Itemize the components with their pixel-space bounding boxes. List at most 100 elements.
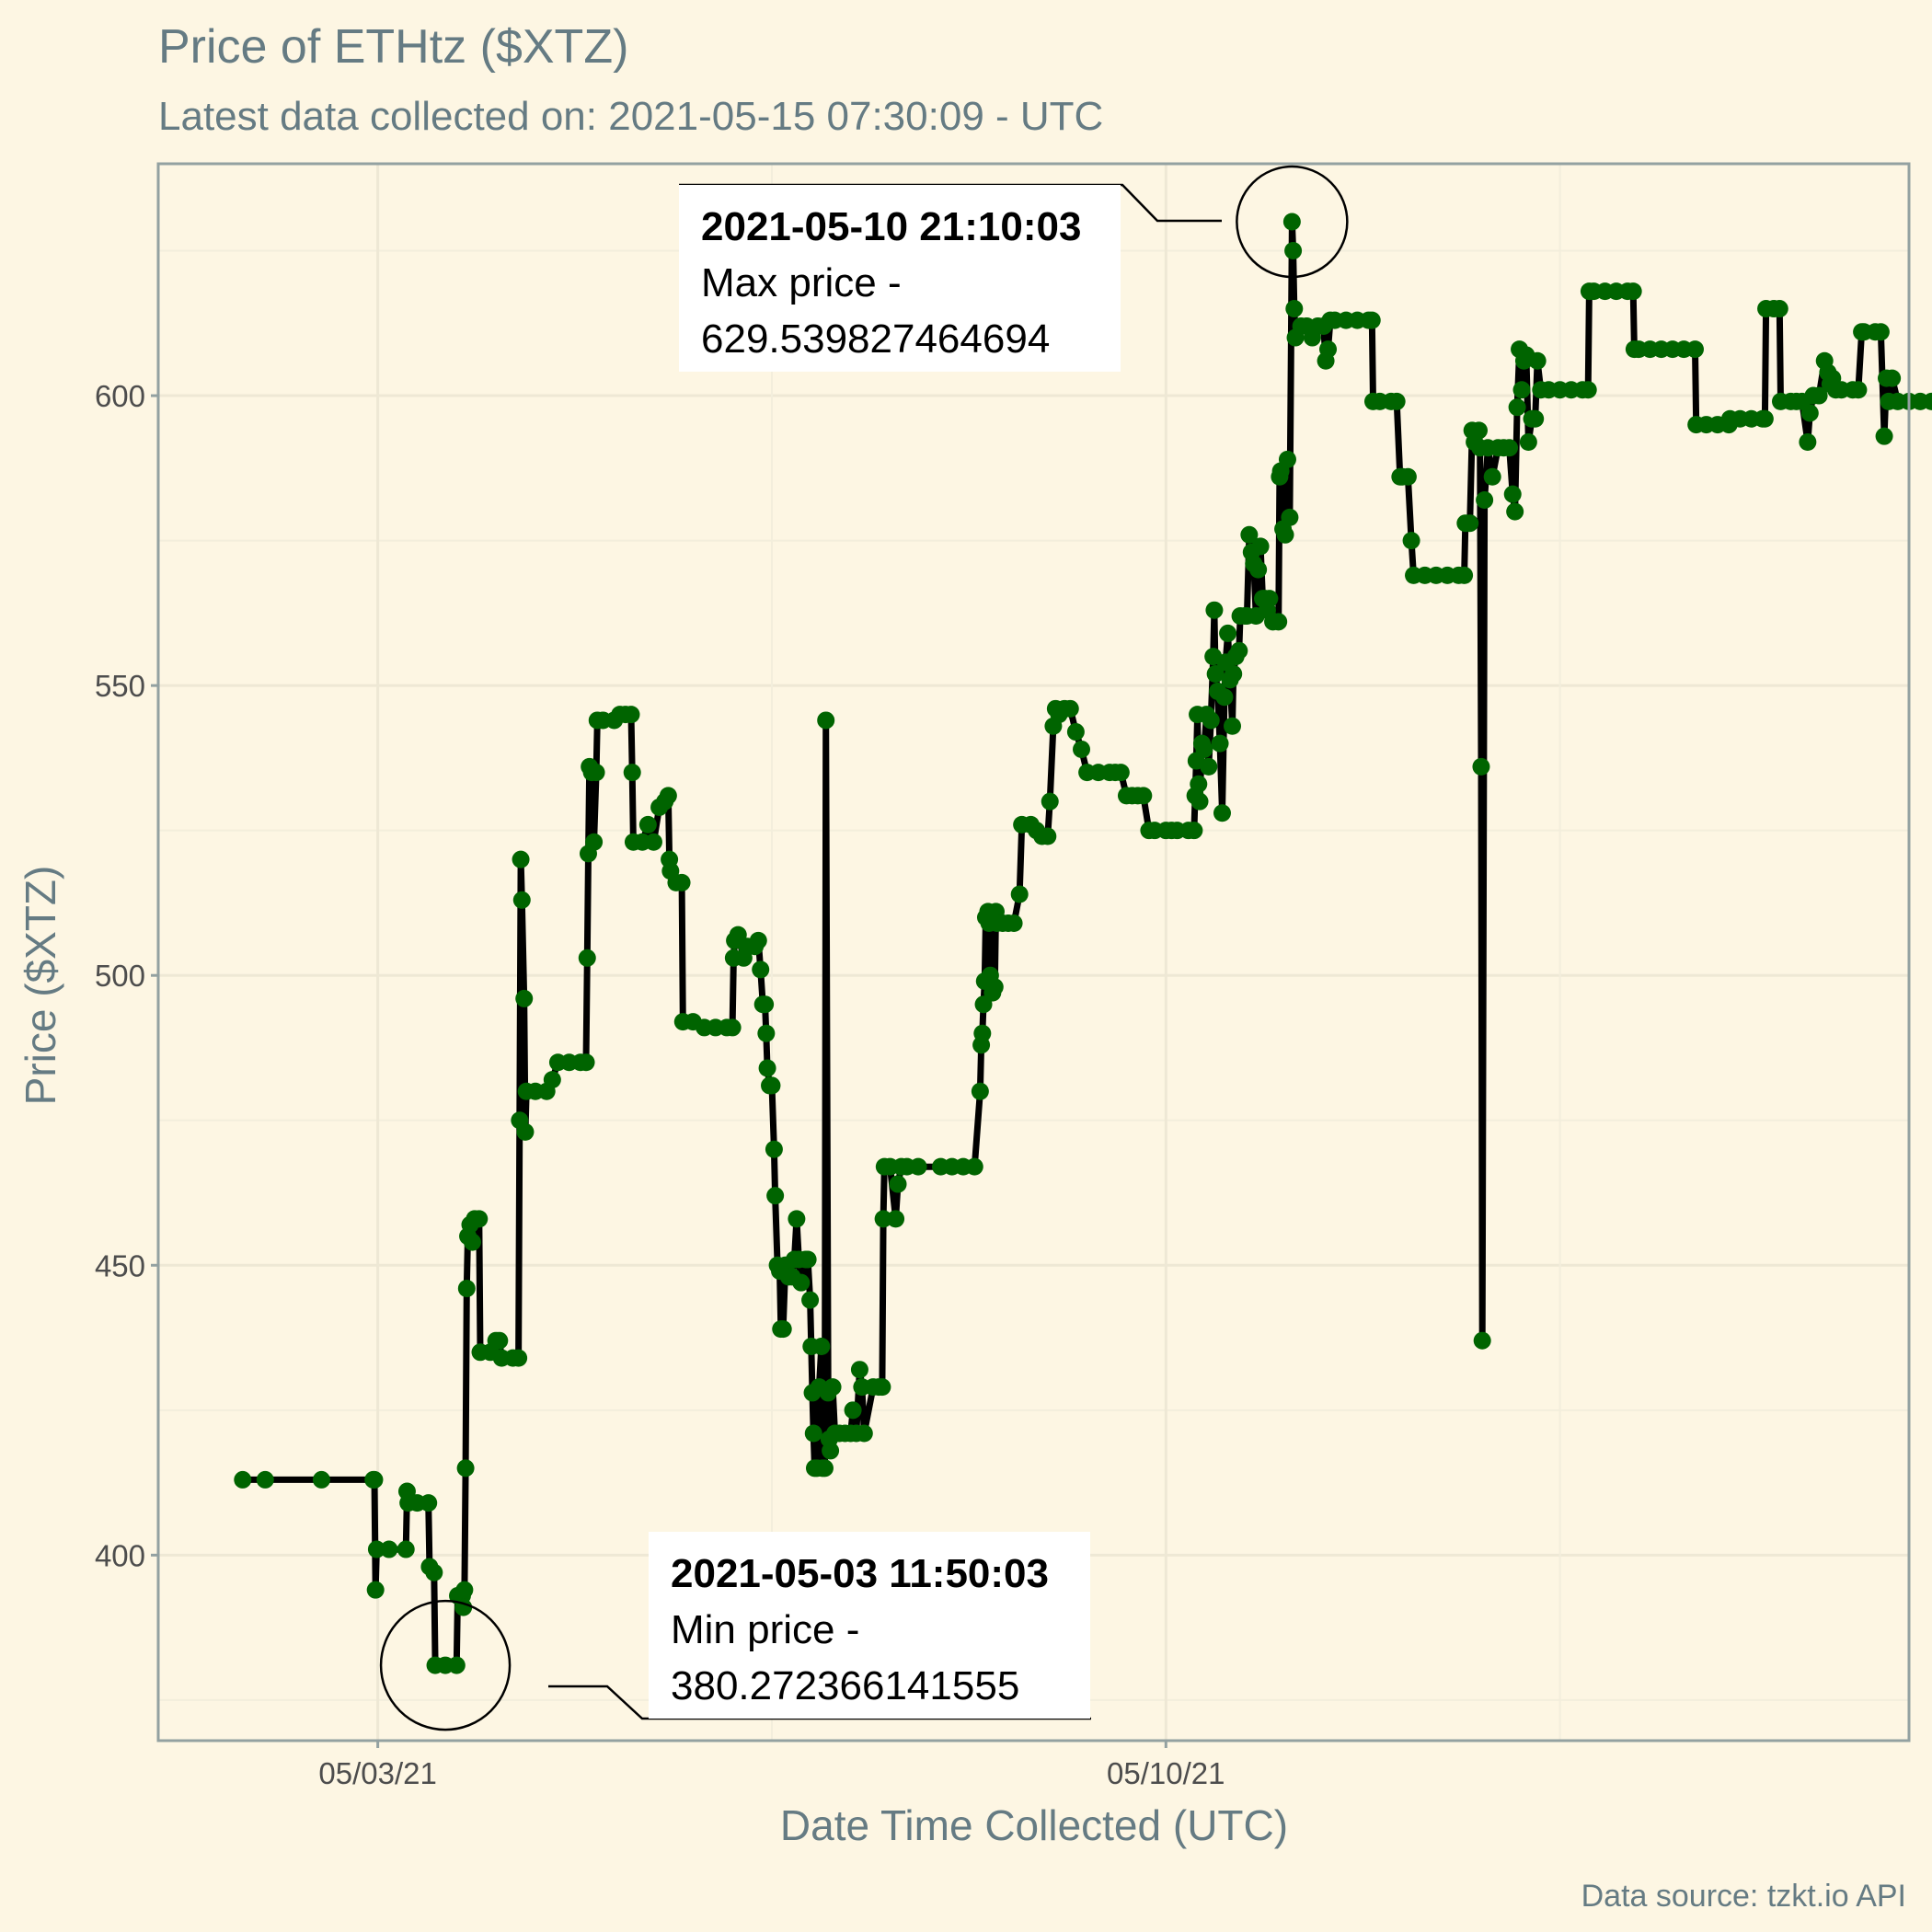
y-tick-label: 500 — [95, 959, 145, 993]
price-point — [1041, 792, 1059, 811]
price-point — [1922, 392, 1932, 410]
price-point — [397, 1540, 415, 1558]
price-point — [1398, 467, 1417, 486]
price-point — [1875, 427, 1893, 445]
annotation-value: 629.539827464694 — [701, 316, 1050, 362]
price-point — [623, 764, 641, 782]
annotation-circle — [1236, 165, 1349, 279]
price-point — [420, 1494, 438, 1512]
price-point — [1402, 532, 1420, 550]
annotation-date: 2021-05-10 21:10:03 — [701, 204, 1081, 249]
price-point — [788, 1210, 806, 1228]
y-tick-label: 450 — [95, 1248, 145, 1282]
price-point — [1219, 624, 1237, 642]
annotation-circle — [379, 1599, 512, 1731]
price-point — [1195, 740, 1213, 758]
annotation-label: Max price - — [701, 260, 902, 305]
price-point — [1512, 381, 1531, 399]
price-point — [887, 1210, 905, 1228]
price-point — [622, 706, 640, 724]
price-point — [1278, 450, 1296, 468]
price-point — [1755, 409, 1774, 428]
price-point — [909, 1157, 927, 1176]
price-point — [1483, 467, 1501, 486]
y-tick-label: 600 — [95, 379, 145, 413]
price-point — [366, 1581, 385, 1599]
price-point — [457, 1279, 476, 1297]
price-point — [490, 1331, 509, 1350]
price-point — [758, 1059, 776, 1077]
grid-lines — [158, 164, 1909, 1741]
price-point — [1251, 537, 1270, 556]
price-point — [1508, 398, 1526, 417]
annotation-date: 2021-05-03 11:50:03 — [671, 1551, 1049, 1596]
price-point — [1260, 590, 1279, 608]
price-point — [1249, 560, 1268, 579]
axes: 400 450 500 550 600 05/03/21 05/10/21 — [95, 162, 1911, 1790]
price-point — [889, 1175, 907, 1193]
price-point — [587, 764, 605, 782]
price-point — [815, 1459, 834, 1478]
plot-border — [156, 162, 1911, 1742]
price-point — [765, 1140, 783, 1158]
price-point — [1501, 439, 1519, 457]
price-point — [965, 1157, 983, 1176]
price-point — [1526, 409, 1545, 428]
price-point — [763, 1076, 781, 1095]
price-point — [516, 1122, 535, 1141]
price-point — [1230, 641, 1248, 660]
price-point — [1579, 381, 1597, 399]
price-series-line — [242, 218, 1932, 1669]
price-point — [1476, 490, 1494, 509]
price-point — [380, 1540, 398, 1558]
annotation-label: Min price - — [671, 1607, 859, 1652]
price-point — [1800, 404, 1819, 422]
price-point — [367, 1540, 385, 1558]
price-point — [1506, 502, 1524, 521]
price-line — [242, 218, 1932, 1669]
x-axis-title: Date Time Collected (UTC) — [780, 1801, 1288, 1849]
price-point — [1461, 514, 1479, 533]
price-point — [1473, 1331, 1491, 1350]
chart-title: Price of ETHtz ($XTZ) — [158, 20, 628, 74]
price-point — [1528, 351, 1547, 370]
price-point — [1073, 740, 1091, 758]
price-points — [234, 213, 1932, 1674]
price-point — [757, 1024, 776, 1042]
price-point — [1185, 822, 1203, 840]
price-point — [1215, 688, 1234, 707]
price-point — [855, 1424, 873, 1443]
price-point — [1363, 311, 1381, 329]
price-point — [1200, 757, 1218, 776]
price-point — [817, 711, 835, 730]
price-point — [874, 1210, 892, 1228]
price-point — [1319, 340, 1338, 359]
price-point — [1871, 323, 1890, 341]
chart-subtitle: Latest data collected on: 2021-05-15 07:… — [158, 94, 1103, 139]
price-point — [1202, 711, 1220, 730]
price-point — [578, 949, 596, 967]
price-point — [1223, 717, 1241, 735]
price-point — [1799, 432, 1817, 451]
price-point — [1624, 282, 1642, 301]
price-point — [756, 995, 775, 1014]
annotation-box — [679, 185, 1121, 372]
price-point — [1883, 369, 1902, 387]
price-point — [1061, 699, 1079, 718]
price-point — [256, 1470, 274, 1489]
price-point — [512, 891, 531, 909]
price-point — [1213, 804, 1231, 822]
price-point — [804, 1424, 822, 1443]
price-point — [723, 1018, 742, 1037]
x-tick-label: 05/10/21 — [1107, 1756, 1225, 1790]
price-point — [463, 1233, 481, 1251]
annotations: 2021-05-10 21:10:03 Max price - 629.539827… — [379, 165, 1349, 1731]
price-point — [844, 1401, 862, 1420]
annotation-value: 380.272366141555 — [671, 1663, 1019, 1708]
price-point — [873, 1378, 891, 1397]
price-point — [673, 873, 691, 891]
price-point — [1066, 723, 1085, 742]
price-point — [455, 1581, 474, 1599]
price-point — [1206, 665, 1225, 684]
